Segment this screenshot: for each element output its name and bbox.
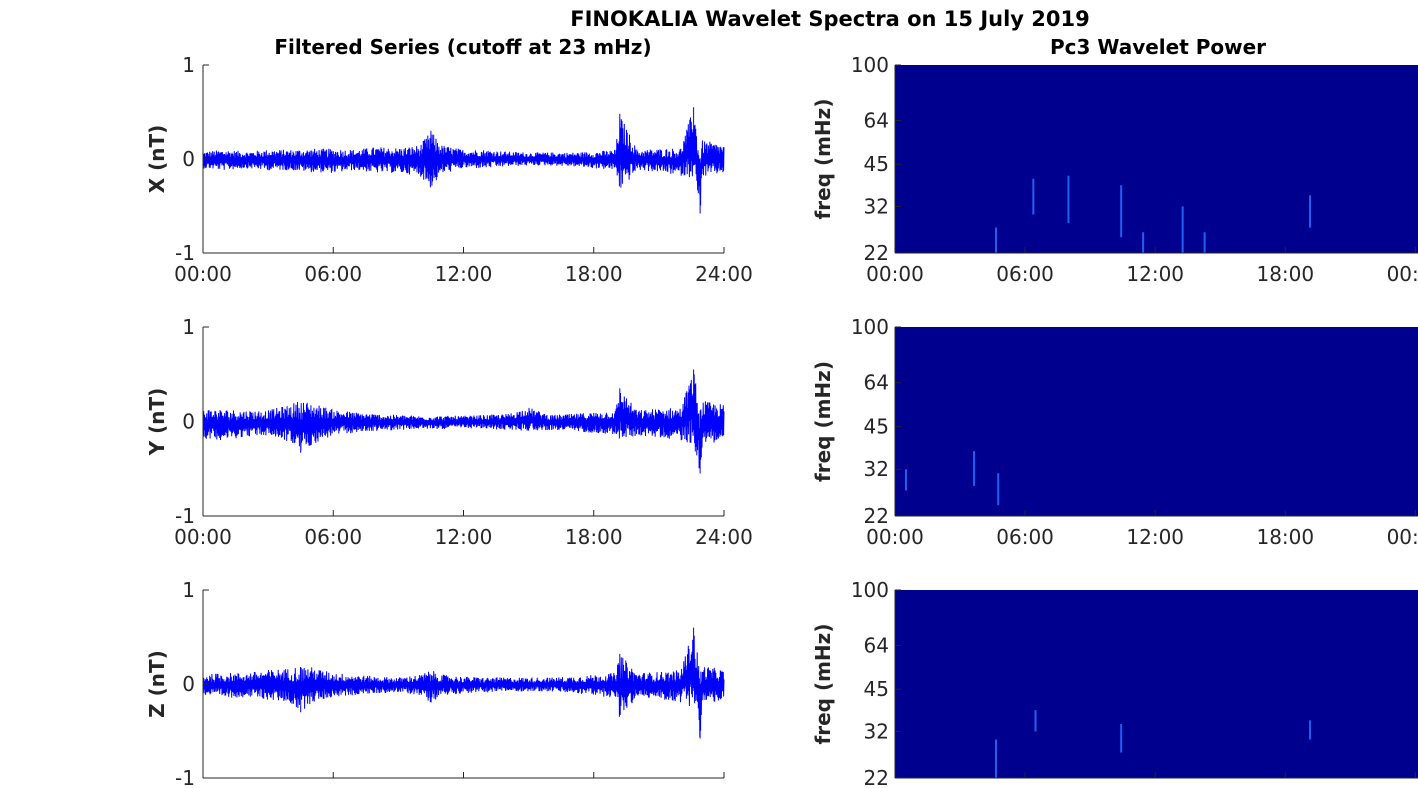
y-tick-label: 1 <box>182 578 195 602</box>
y-tick-label: 32 <box>864 194 889 218</box>
y-tick-label: 22 <box>864 766 889 788</box>
y-tick-label: 45 <box>864 677 889 701</box>
x-tick-label: 24:00 <box>695 262 753 286</box>
series-panel-2: -1 0 1 Z (nT) <box>145 578 725 788</box>
x-tick-label: 00:00 <box>866 525 924 549</box>
trace-line <box>202 107 725 214</box>
y-tick-label: 22 <box>864 504 889 528</box>
x-tick-label: 18:00 <box>565 262 623 286</box>
x-tick-label: 12:00 <box>435 262 493 286</box>
power-burst <box>904 469 907 491</box>
y-tick-label: 64 <box>864 108 889 132</box>
y-tick-label: -1 <box>175 241 195 265</box>
spectrogram-background <box>895 327 1418 516</box>
x-tick-label: 12:00 <box>1126 525 1184 549</box>
y-tick-label: 0 <box>182 672 195 696</box>
y-tick-label: 32 <box>864 719 889 743</box>
y-axis-label: X (nT) <box>145 125 169 194</box>
x-tick-label: 06:00 <box>304 525 362 549</box>
y-tick-label: 32 <box>864 457 889 481</box>
y-axis-label: freq (mHz) <box>811 99 835 220</box>
figure-title: FINOKALIA Wavelet Spectra on 15 July 201… <box>570 7 1090 31</box>
series-panel-1: -1 0 1 00:00 06:00 12:00 18:00 24:00 Y (nT) <box>145 315 753 549</box>
y-tick-label: 64 <box>864 371 889 395</box>
power-burst <box>1120 185 1123 238</box>
power-burst <box>973 451 976 486</box>
y-tick-label: 45 <box>864 152 889 176</box>
y-tick-label: 0 <box>182 147 195 171</box>
y-tick-label: 45 <box>864 415 889 439</box>
x-tick-label: 00:00 <box>1387 525 1418 549</box>
power-burst <box>1203 232 1206 253</box>
y-axis-label: Y (nT) <box>145 388 169 457</box>
x-tick-label: 00:00 <box>1387 262 1418 286</box>
x-tick-label: 18:00 <box>1256 525 1314 549</box>
spectrogram-background <box>895 65 1418 253</box>
spectrogram-background <box>895 590 1418 778</box>
y-tick-label: 0 <box>182 410 195 434</box>
y-tick-label: -1 <box>175 504 195 528</box>
power-burst <box>997 473 1000 506</box>
x-tick-label: 06:00 <box>996 262 1054 286</box>
y-tick-label: 64 <box>864 633 889 657</box>
x-tick-label: 18:00 <box>565 525 623 549</box>
power-burst <box>1181 206 1184 253</box>
wavelet-panel-5: 22 32 45 64 100 freq (mHz) <box>811 578 1418 788</box>
series-panel-0: -1 0 1 00:00 06:00 12:00 18:00 24:00 X (nT) <box>145 53 753 286</box>
power-burst <box>1120 723 1123 753</box>
trace-line <box>202 369 725 474</box>
y-tick-label: -1 <box>175 766 195 788</box>
trace-line <box>202 627 725 739</box>
x-tick-label: 18:00 <box>1256 262 1314 286</box>
power-burst <box>995 227 998 253</box>
wavelet-panel-3: 22 32 45 64 100 00:00 06:00 12:00 18:00 00:00 freq… <box>811 53 1418 286</box>
y-tick-label: 1 <box>182 315 195 339</box>
power-burst <box>1309 720 1312 740</box>
x-tick-label: 12:00 <box>1126 262 1184 286</box>
x-tick-label: 24:00 <box>695 525 753 549</box>
y-axis-label: freq (mHz) <box>811 624 835 745</box>
x-tick-label: 00:00 <box>174 262 232 286</box>
x-tick-label: 06:00 <box>996 525 1054 549</box>
power-burst <box>1067 175 1070 224</box>
y-axis-label: Z (nT) <box>145 650 169 718</box>
y-axis-label: freq (mHz) <box>811 361 835 482</box>
power-burst <box>995 739 998 778</box>
x-tick-label: 12:00 <box>435 525 493 549</box>
x-tick-label: 00:00 <box>174 525 232 549</box>
x-tick-label: 06:00 <box>304 262 362 286</box>
power-burst <box>1032 178 1035 215</box>
wavelet-panel-4: 22 32 45 64 100 00:00 06:00 12:00 18:00 00:00 freq… <box>811 315 1418 549</box>
x-tick-label: 00:00 <box>866 262 924 286</box>
y-tick-label: 22 <box>864 241 889 265</box>
y-tick-label: 100 <box>851 578 889 602</box>
y-tick-label: 1 <box>182 53 195 77</box>
power-burst <box>1309 195 1312 228</box>
left-column-title: Filtered Series (cutoff at 23 mHz) <box>274 35 651 59</box>
right-column-title: Pc3 Wavelet Power <box>1050 35 1266 59</box>
y-tick-label: 100 <box>851 315 889 339</box>
y-tick-label: 100 <box>851 53 889 77</box>
power-burst <box>1142 232 1145 253</box>
power-burst <box>1034 710 1037 732</box>
